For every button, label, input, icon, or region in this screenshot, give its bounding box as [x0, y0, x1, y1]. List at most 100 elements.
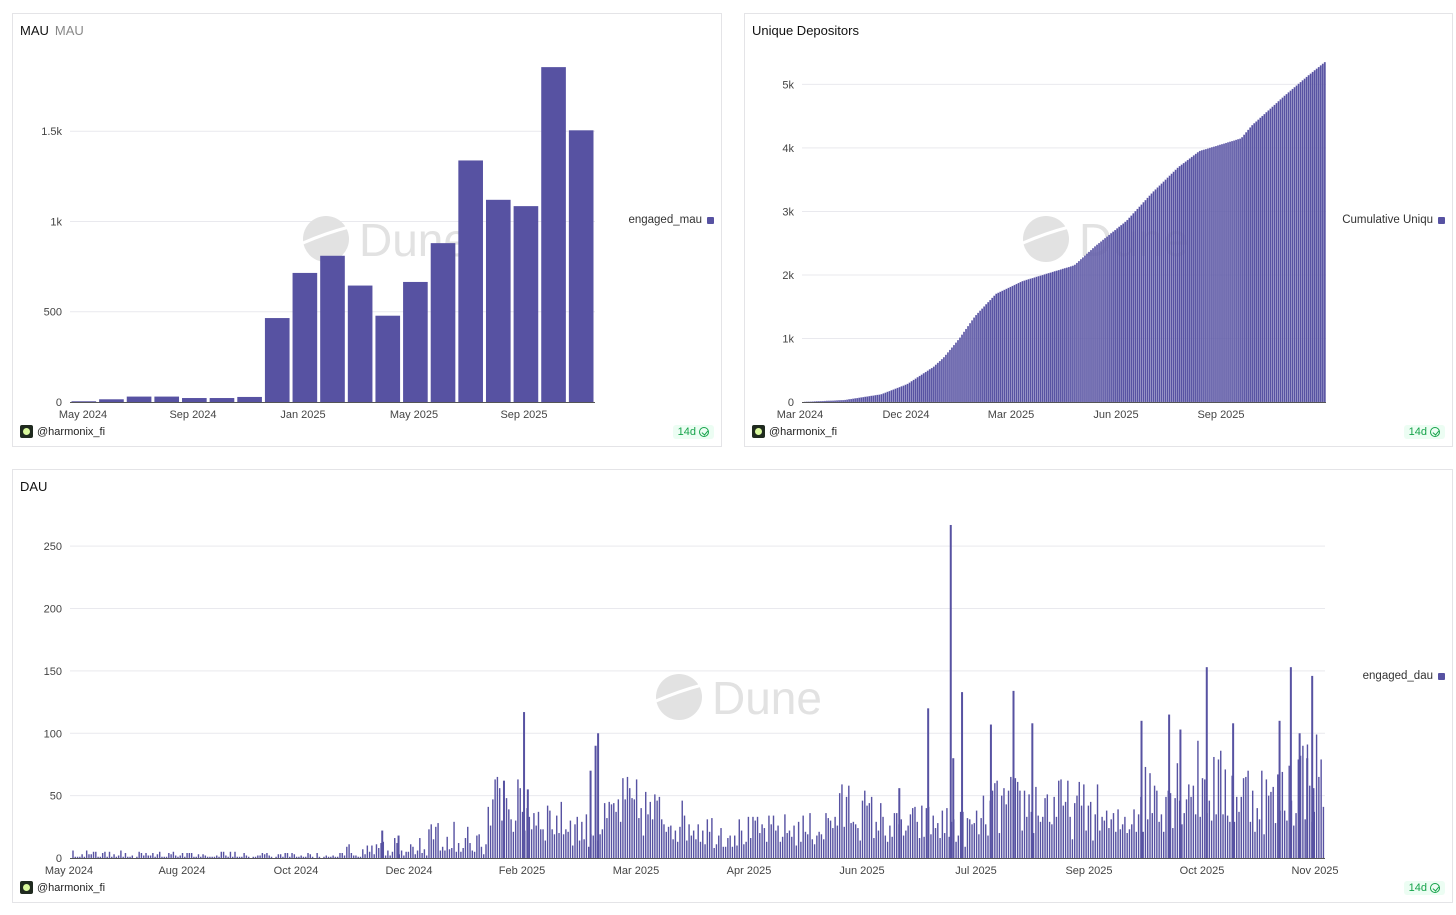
dau-bar	[807, 834, 809, 858]
depositors-bar	[838, 400, 840, 403]
dau-spike-bar	[1289, 667, 1292, 858]
depositors-bar	[1219, 144, 1221, 403]
depositors-bar	[991, 297, 994, 403]
depositors-bar	[1184, 161, 1187, 403]
depositors-bar	[944, 354, 947, 403]
mau-bar	[485, 199, 511, 402]
x-tick-label: May 2025	[390, 409, 438, 421]
dau-bar	[421, 853, 423, 858]
mau-bar	[568, 130, 594, 402]
dau-bar	[759, 833, 761, 858]
dau-bar	[300, 855, 302, 858]
depositors-bar	[1045, 273, 1048, 403]
y-tick-label: 4k	[782, 143, 794, 155]
mau-bar	[264, 318, 290, 402]
dau-bar	[683, 815, 686, 858]
dau-bar	[1092, 840, 1094, 858]
dau-bar	[341, 853, 343, 858]
author-link[interactable]: @harmonix_fi	[20, 425, 105, 438]
dau-bar	[665, 831, 667, 858]
dau-bar	[1044, 798, 1046, 858]
depositors-bar	[904, 384, 907, 403]
dau-bar	[177, 856, 179, 858]
dau-bar	[305, 856, 307, 858]
depositors-bar	[1027, 279, 1030, 403]
depositors-bar	[1122, 223, 1125, 403]
dau-bar	[770, 824, 772, 858]
depositors-bar	[1134, 211, 1137, 403]
dau-bar	[1302, 745, 1304, 858]
dau-bar	[510, 819, 512, 858]
refresh-badge[interactable]: 14d	[1403, 425, 1445, 439]
refresh-badge[interactable]: 14d	[672, 425, 714, 439]
depositors-bar	[1172, 171, 1175, 403]
dau-bar	[485, 844, 487, 858]
dau-bar	[366, 845, 369, 858]
dau-spike-bar	[1205, 667, 1208, 858]
depositors-bar	[971, 320, 974, 403]
dau-bar	[1169, 793, 1172, 858]
depositors-bar	[1075, 262, 1078, 403]
depositors-bar	[1106, 236, 1109, 403]
dau-bar	[843, 826, 845, 858]
dau-bar	[357, 856, 359, 858]
dau-bar	[581, 821, 583, 858]
dau-spike-bar	[898, 788, 901, 858]
depositors-legend[interactable]: Cumulative Uniqu	[1342, 214, 1445, 226]
depositors-bar	[1166, 177, 1169, 403]
depositors-bar	[1025, 279, 1028, 403]
depositors-bar	[963, 331, 965, 403]
depositors-bar	[1223, 143, 1225, 403]
dau-bar	[451, 848, 453, 858]
dau-bar	[674, 830, 677, 858]
dau-bar	[1183, 813, 1185, 858]
dau-bar	[690, 835, 693, 858]
x-tick-label: Feb 2025	[499, 865, 545, 877]
dau-spike-bar	[1031, 723, 1034, 858]
author-link[interactable]: @harmonix_fi	[752, 425, 837, 438]
depositors-bar	[1015, 283, 1018, 403]
dau-bar	[825, 813, 827, 858]
dau-bar	[905, 830, 907, 858]
dau-bar	[911, 808, 914, 858]
dau-bar	[708, 831, 711, 858]
dau-bar	[850, 823, 852, 858]
x-tick-label: Jun 2025	[839, 865, 884, 877]
depositors-bar	[1239, 138, 1242, 403]
mau-legend[interactable]: engaged_mau	[628, 214, 714, 226]
dau-bar	[243, 853, 245, 858]
depositors-bar	[1071, 265, 1074, 403]
dau-bar	[97, 856, 99, 858]
depositors-bar	[1158, 185, 1161, 403]
refresh-badge[interactable]: 14d	[1403, 881, 1445, 895]
dau-bar	[1064, 801, 1067, 858]
depositors-bar	[930, 367, 933, 403]
dau-bar	[1042, 816, 1044, 858]
x-tick-label: Oct 2025	[1180, 865, 1225, 877]
dau-bar	[781, 836, 784, 858]
dau-legend[interactable]: engaged_dau	[1363, 670, 1445, 682]
dau-bar	[784, 814, 786, 858]
depositors-bar	[886, 391, 889, 403]
dau-bar	[380, 843, 382, 858]
dau-bar	[309, 854, 312, 858]
dau-bar	[635, 779, 638, 858]
dau-bar	[745, 841, 747, 858]
depositors-bar	[1055, 270, 1058, 403]
dau-bar	[1277, 774, 1279, 858]
depositors-bar	[880, 394, 883, 403]
author-link[interactable]: @harmonix_fi	[20, 881, 105, 894]
depositors-bar	[1049, 272, 1052, 403]
dau-bar	[820, 834, 823, 858]
dau-bar	[1117, 809, 1119, 858]
depositors-bar	[1108, 234, 1111, 403]
dau-bar	[991, 790, 994, 858]
dau-bar	[136, 856, 138, 858]
dau-bar	[74, 856, 76, 858]
depositors-bar	[1162, 181, 1165, 403]
dau-bar	[227, 856, 229, 858]
dau-bar	[423, 849, 426, 858]
depositors-bar	[1307, 75, 1310, 403]
dau-bar	[841, 784, 843, 858]
